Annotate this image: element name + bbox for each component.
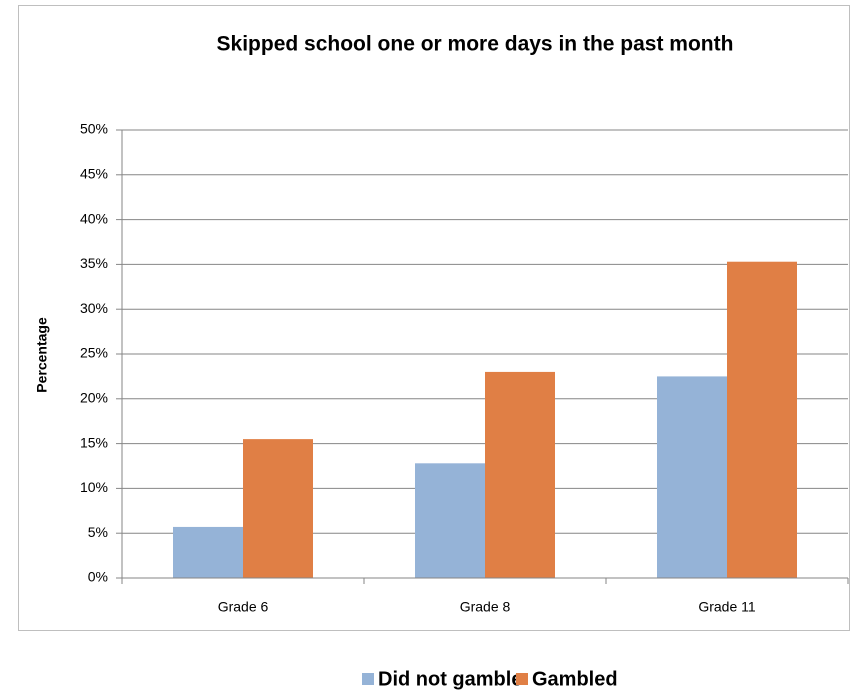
- bar: [727, 261, 797, 578]
- bar: [657, 376, 727, 578]
- y-tick-label: 5%: [88, 524, 108, 540]
- bar: [173, 526, 243, 578]
- y-tick-label: 15%: [80, 434, 108, 450]
- x-tick-label: Grade 8: [460, 599, 511, 615]
- y-tick-label: 45%: [80, 166, 108, 182]
- legend-swatch: [362, 673, 374, 685]
- legend-label: Gambled: [532, 668, 618, 690]
- y-tick-label: 30%: [80, 300, 108, 316]
- bar: [243, 439, 313, 578]
- y-tick-label: 0%: [88, 569, 108, 585]
- x-tick-label: Grade 6: [218, 599, 269, 615]
- bar: [415, 463, 485, 578]
- x-tick-label: Grade 11: [698, 599, 756, 615]
- y-tick-label: 25%: [80, 345, 108, 361]
- y-tick-label: 50%: [80, 121, 108, 137]
- legend-swatch: [516, 673, 528, 685]
- y-tick-label: 10%: [80, 479, 108, 495]
- y-tick-label: 20%: [80, 390, 108, 406]
- chart-title: Skipped school one or more days in the p…: [217, 33, 734, 56]
- bar: [485, 371, 555, 578]
- legend-label: Did not gamble: [378, 668, 522, 690]
- y-tick-label: 40%: [80, 210, 108, 226]
- y-axis-label: Percentage: [34, 317, 50, 393]
- y-tick-label: 35%: [80, 255, 108, 271]
